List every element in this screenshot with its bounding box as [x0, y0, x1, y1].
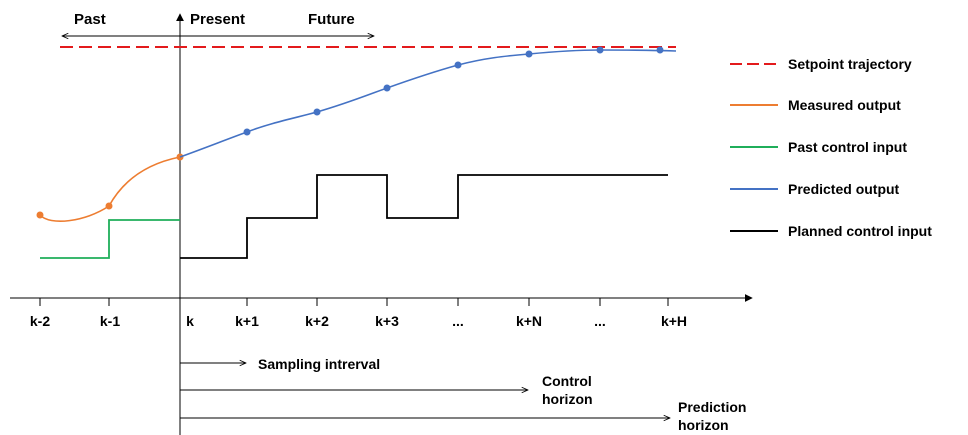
- tick-label: k+1: [235, 313, 259, 329]
- tick-label: ...: [452, 313, 464, 329]
- planned-control-input: [180, 174, 668, 259]
- tick-label: k+3: [375, 313, 399, 329]
- tick-label: k+N: [516, 313, 542, 329]
- tick-label: k: [186, 313, 194, 329]
- legend-label-predicted: Predicted output: [788, 181, 900, 197]
- future-label: Future: [308, 11, 355, 28]
- predicted-point: [656, 46, 664, 54]
- predicted-point: [454, 61, 462, 69]
- predicted-point: [383, 84, 391, 92]
- past-control-input: [40, 219, 180, 259]
- predicted-point: [313, 108, 321, 116]
- past-label: Past: [74, 11, 106, 28]
- predicted-output-curve: [179, 49, 677, 158]
- tick-label: k-1: [100, 313, 120, 329]
- present-label: Present: [190, 11, 245, 28]
- control-horizon-label: Control: [542, 373, 592, 389]
- measured-output-curve: [39, 156, 181, 222]
- tick-label: k-2: [30, 313, 50, 329]
- tick-label: k+H: [661, 313, 687, 329]
- measured-point: [36, 211, 44, 219]
- predicted-point: [243, 128, 251, 136]
- legend-label-planned-control: Planned control input: [788, 223, 932, 239]
- axis-tick-marks: [39, 298, 669, 306]
- tick-label: k+2: [305, 313, 329, 329]
- measured-point: [105, 202, 113, 210]
- legend: Setpoint trajectory Measured output Past…: [730, 56, 932, 239]
- sampling-interval-label: Sampling intrerval: [258, 356, 380, 372]
- legend-label-measured: Measured output: [788, 97, 901, 113]
- prediction-horizon-label: Prediction: [678, 399, 746, 415]
- tick-label: ...: [594, 313, 606, 329]
- legend-label-past-control: Past control input: [788, 139, 907, 155]
- prediction-horizon-label-2: horizon: [678, 417, 729, 433]
- control-horizon-label-2: horizon: [542, 391, 593, 407]
- predicted-point: [596, 46, 604, 54]
- legend-label-setpoint: Setpoint trajectory: [788, 56, 912, 72]
- predicted-point: [525, 50, 533, 58]
